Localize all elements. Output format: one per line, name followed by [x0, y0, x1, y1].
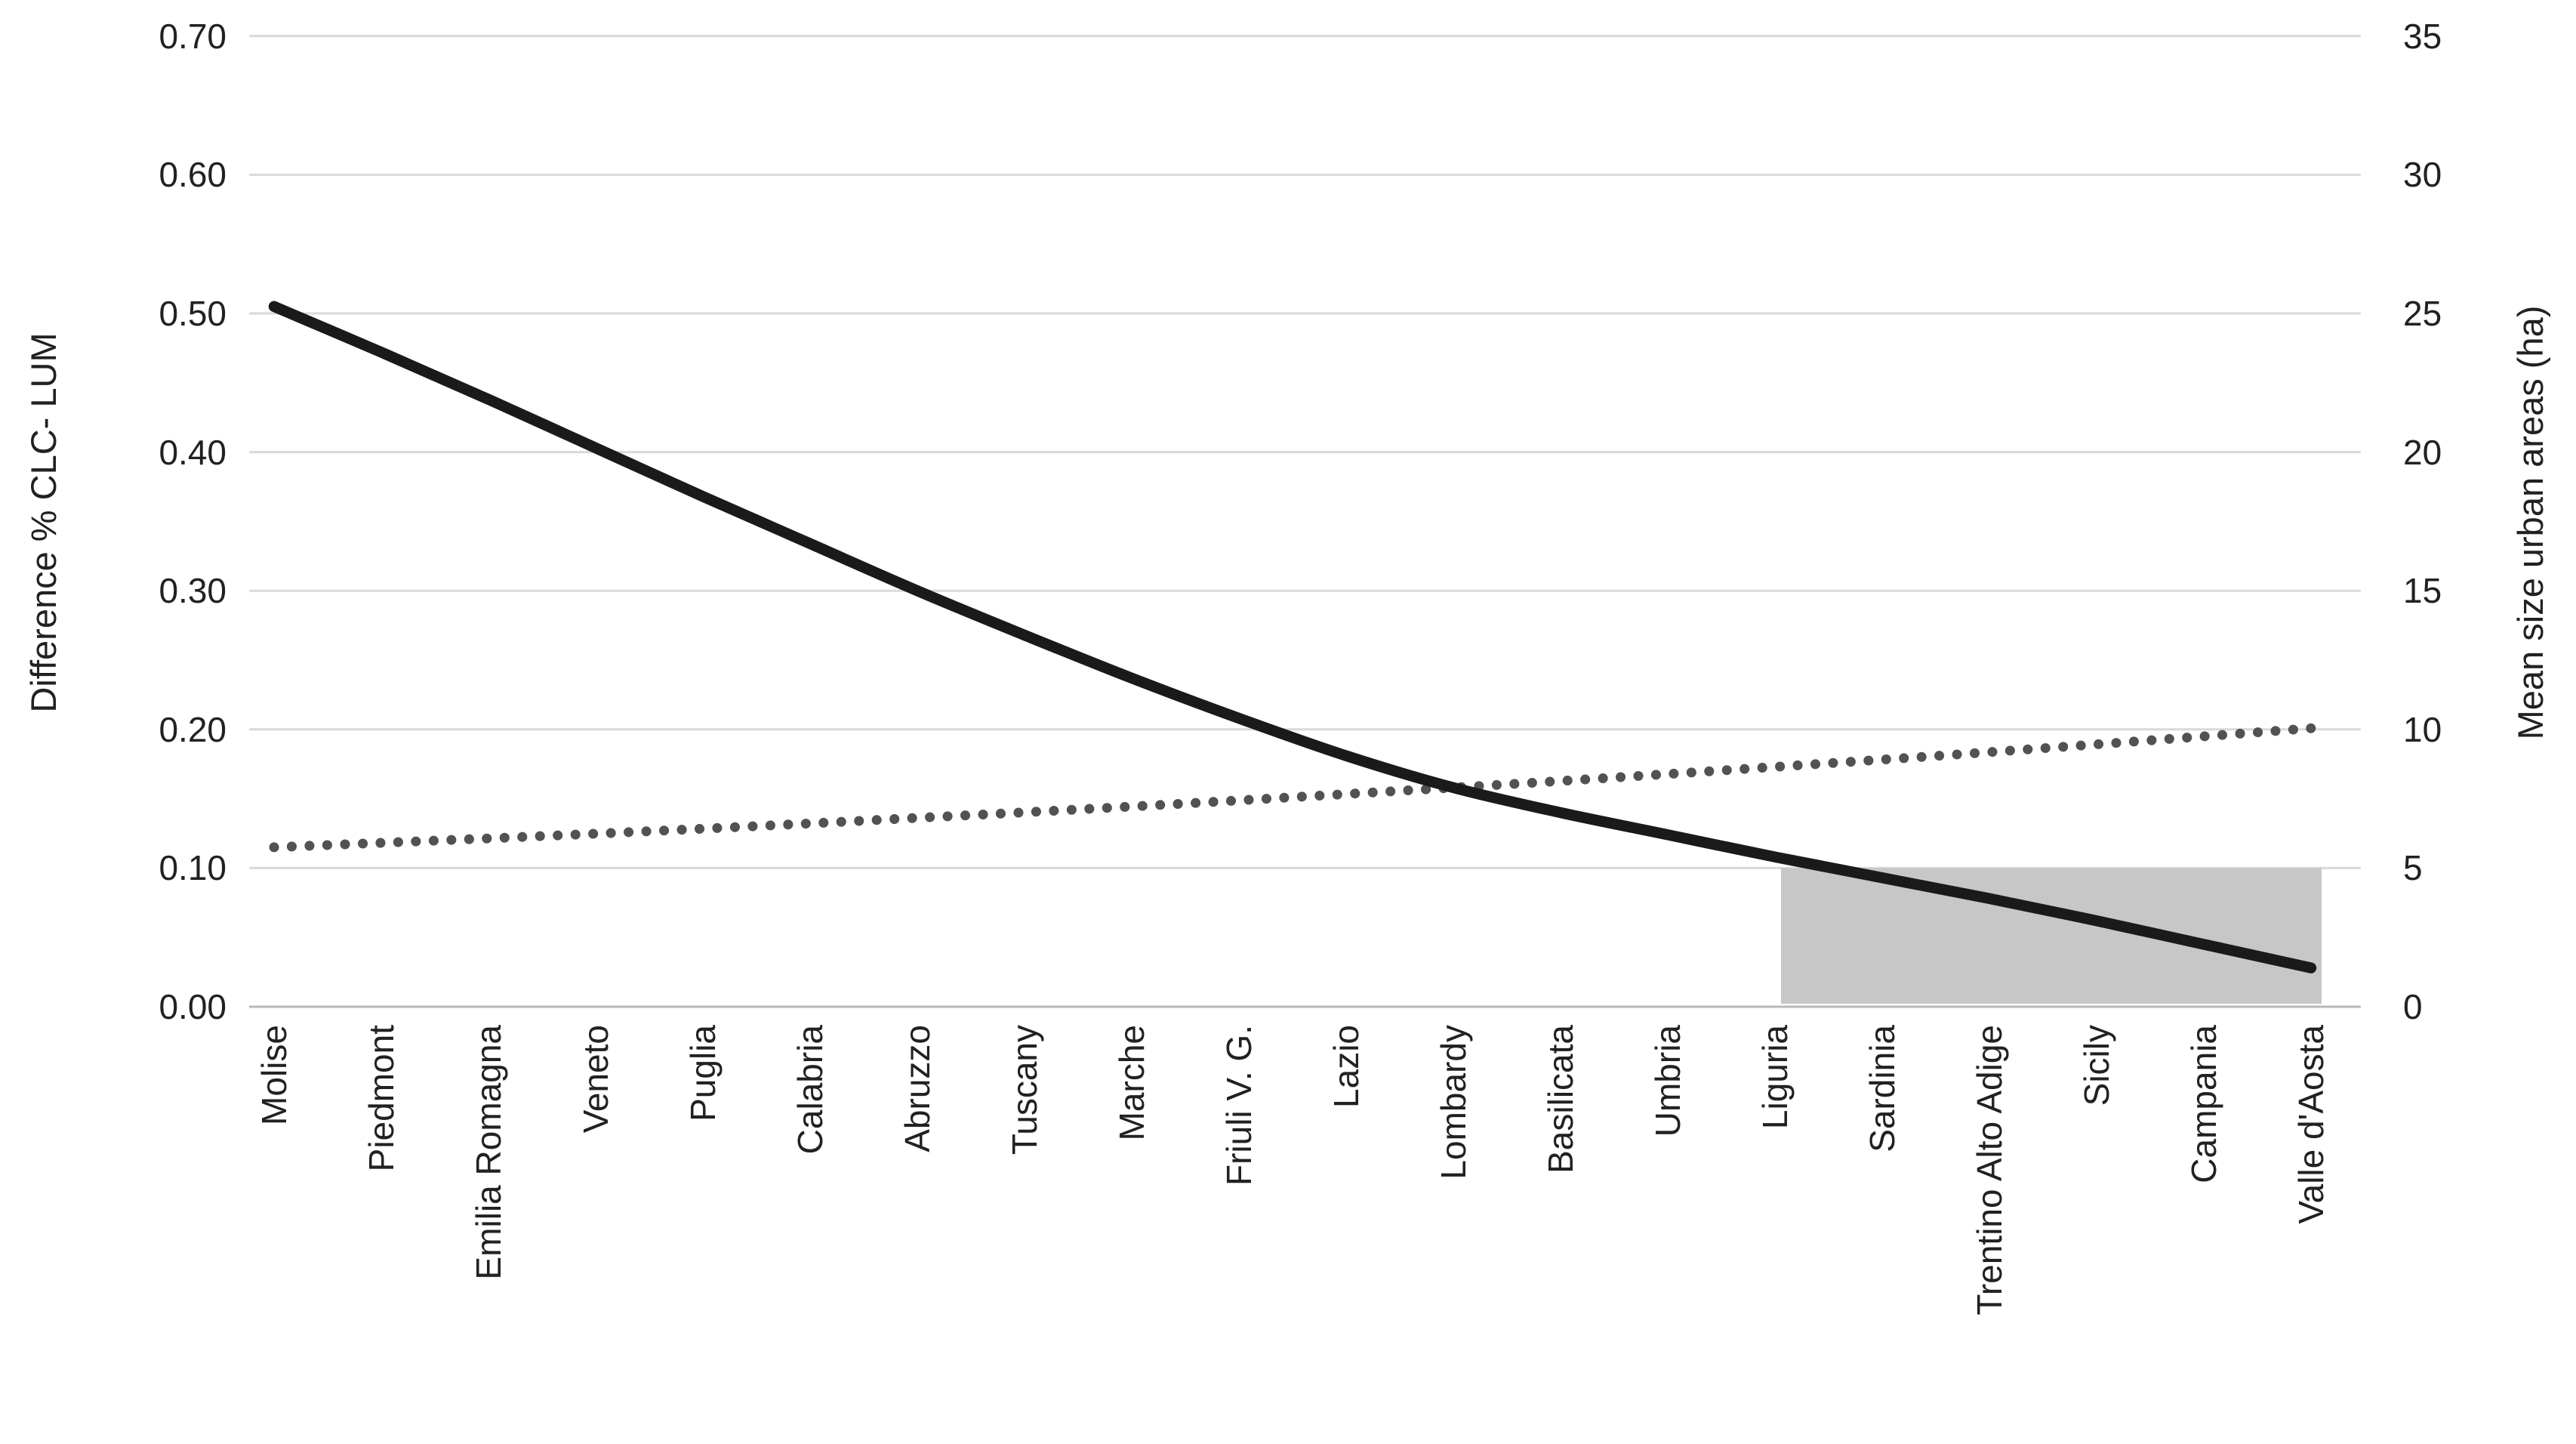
x-category-label: Friuli V. G.	[1219, 1025, 1259, 1186]
y-left-tick-label: 0.00	[159, 987, 226, 1026]
x-category-label: Tuscany	[1005, 1025, 1044, 1156]
y-right-tick-label: 0	[2403, 987, 2423, 1026]
y-left-tick-label: 0.70	[159, 16, 226, 56]
x-category-label: Abruzzo	[898, 1025, 937, 1152]
x-category-label: Lazio	[1327, 1025, 1366, 1108]
y-right-tick-label: 30	[2403, 155, 2442, 195]
x-category-label: Valle d'Aosta	[2291, 1025, 2331, 1224]
x-category-label: Veneto	[576, 1025, 615, 1134]
y-right-tick-label: 20	[2403, 432, 2442, 472]
x-category-label: Trentino Alto Adige	[1970, 1025, 2009, 1316]
y-left-tick-label: 0.50	[159, 294, 226, 333]
right-axis-title: Mean size urban areas (ha)	[2510, 305, 2550, 740]
x-category-label: Emilia Romagna	[469, 1025, 508, 1280]
y-left-tick-label: 0.20	[159, 709, 226, 749]
y-right-tick-label: 25	[2403, 294, 2442, 333]
x-category-label: Campania	[2184, 1025, 2223, 1183]
x-category-label: Calabria	[790, 1025, 830, 1155]
left-axis-title: Difference % CLC- LUM	[23, 332, 63, 713]
y-right-tick-label: 15	[2403, 571, 2442, 611]
difference-curve	[268, 301, 2317, 973]
x-category-label: Liguria	[1755, 1025, 1795, 1130]
highlight-region	[1781, 868, 2322, 1004]
mean-size-dotted-line	[269, 723, 2316, 853]
x-category-label: Molise	[254, 1025, 294, 1125]
y-left-tick-label: 0.40	[159, 432, 226, 472]
x-category-label: Marche	[1112, 1025, 1151, 1141]
x-category-label: Puglia	[683, 1025, 723, 1122]
x-category-label: Piedmont	[362, 1025, 401, 1172]
y-left-tick-label: 0.30	[159, 571, 226, 611]
x-category-label: Lombardy	[1434, 1025, 1473, 1180]
y-right-tick-label: 5	[2403, 848, 2423, 888]
x-category-label: Umbria	[1648, 1025, 1687, 1137]
x-category-label: Sardinia	[1863, 1025, 1902, 1152]
y-right-tick-label: 10	[2403, 709, 2442, 749]
x-category-label: Sicily	[2077, 1025, 2116, 1106]
x-category-label: Basilicata	[1541, 1025, 1580, 1174]
y-right-tick-label: 35	[2403, 16, 2442, 56]
y-left-tick-label: 0.10	[159, 848, 226, 888]
y-left-tick-label: 0.60	[159, 155, 226, 195]
